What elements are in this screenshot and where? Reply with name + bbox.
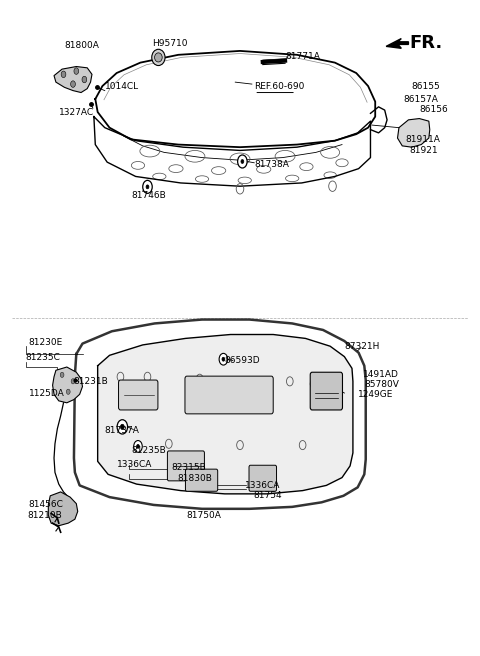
Text: 82315B: 82315B: [171, 463, 206, 472]
Circle shape: [82, 76, 87, 83]
Text: 86155: 86155: [412, 81, 441, 91]
Text: 87321H: 87321H: [344, 342, 380, 351]
Text: 81750A: 81750A: [187, 511, 222, 520]
Text: 1125DA: 1125DA: [29, 388, 65, 398]
Polygon shape: [54, 66, 92, 92]
Text: H95710: H95710: [152, 39, 188, 48]
FancyBboxPatch shape: [168, 451, 204, 481]
Circle shape: [222, 358, 225, 361]
Polygon shape: [53, 367, 83, 403]
Circle shape: [74, 68, 79, 74]
Text: 81746B: 81746B: [131, 192, 166, 201]
Circle shape: [134, 441, 142, 452]
Polygon shape: [97, 335, 353, 494]
Text: 1327AC: 1327AC: [59, 108, 94, 117]
Text: 86593D: 86593D: [225, 356, 261, 365]
Text: 81754: 81754: [253, 491, 282, 501]
Circle shape: [241, 159, 244, 163]
Text: 81800A: 81800A: [64, 41, 99, 50]
FancyBboxPatch shape: [185, 469, 218, 491]
Text: 81456C: 81456C: [29, 501, 64, 510]
Text: 1491AD: 1491AD: [363, 371, 399, 379]
Circle shape: [71, 379, 75, 384]
Circle shape: [120, 424, 124, 430]
Text: 81911A: 81911A: [405, 135, 440, 144]
FancyBboxPatch shape: [119, 380, 158, 410]
FancyBboxPatch shape: [185, 376, 273, 414]
Circle shape: [143, 180, 152, 194]
Text: 81771A: 81771A: [285, 52, 320, 60]
Text: 81235B: 81235B: [131, 446, 166, 455]
Text: 81738A: 81738A: [254, 159, 289, 169]
Text: 86157A: 86157A: [404, 94, 439, 104]
Circle shape: [219, 354, 228, 365]
Circle shape: [146, 185, 149, 189]
Text: 81231B: 81231B: [73, 377, 108, 386]
Polygon shape: [48, 492, 78, 525]
Text: 81235C: 81235C: [25, 353, 60, 361]
Text: 85780V: 85780V: [364, 380, 399, 389]
Text: 81230E: 81230E: [29, 338, 63, 347]
Circle shape: [60, 372, 64, 377]
Polygon shape: [386, 39, 408, 49]
Text: 1249GE: 1249GE: [358, 390, 393, 399]
Text: 1336CA: 1336CA: [245, 481, 280, 490]
Text: REF.60-690: REF.60-690: [254, 81, 305, 91]
Circle shape: [238, 155, 247, 168]
Text: 81830B: 81830B: [178, 474, 212, 483]
FancyBboxPatch shape: [249, 465, 276, 491]
Text: 1336CA: 1336CA: [117, 460, 152, 469]
Circle shape: [61, 71, 66, 77]
Ellipse shape: [152, 49, 165, 66]
Circle shape: [137, 444, 139, 448]
Circle shape: [66, 389, 70, 394]
Polygon shape: [397, 119, 430, 147]
Circle shape: [71, 81, 75, 87]
Text: 81921: 81921: [410, 146, 438, 155]
FancyBboxPatch shape: [310, 372, 342, 410]
Text: 86156: 86156: [420, 105, 448, 114]
Circle shape: [117, 420, 128, 434]
Text: 81210B: 81210B: [27, 511, 62, 520]
Text: 1014CL: 1014CL: [105, 81, 139, 91]
Ellipse shape: [155, 53, 162, 62]
Text: FR.: FR.: [410, 34, 443, 52]
Text: 81737A: 81737A: [105, 426, 140, 436]
